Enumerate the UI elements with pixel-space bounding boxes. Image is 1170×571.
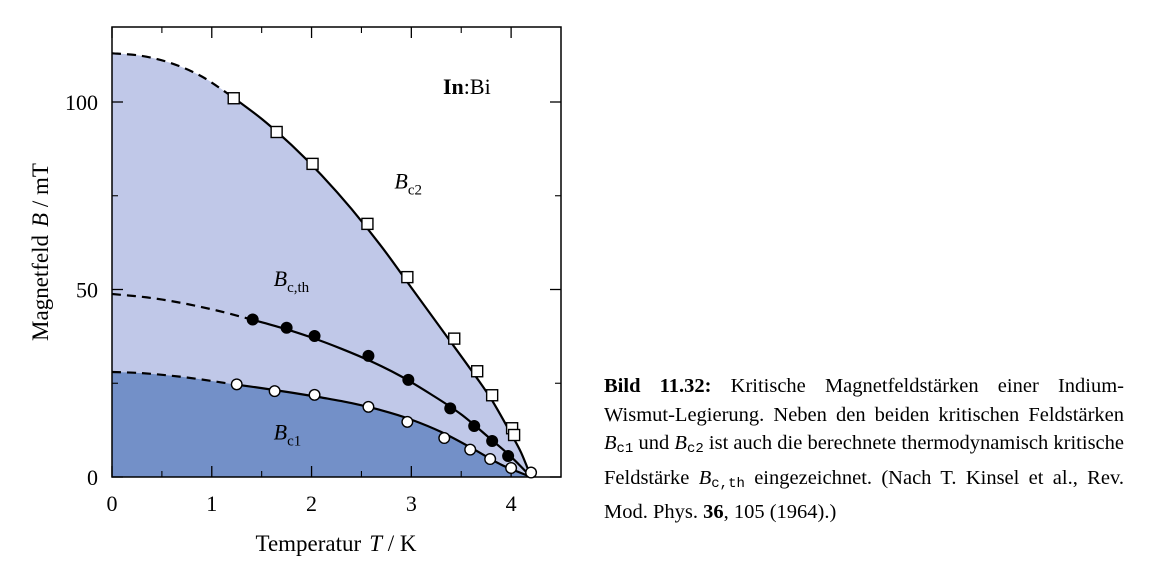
data-point-c,th — [486, 435, 499, 447]
meissner-state-region — [112, 372, 532, 477]
x-tick-label: 4 — [506, 491, 517, 516]
data-point-c1 — [438, 432, 451, 445]
data-point-c2 — [401, 270, 414, 284]
data-point-c2 — [227, 92, 240, 105]
curve-label-c,th: Bc,th — [274, 266, 310, 296]
y-tick-label: 0 — [87, 465, 98, 490]
caption-figure-number: Bild 11.32: — [604, 375, 712, 397]
data-point-c1 — [308, 388, 321, 401]
data-point-c1 — [268, 385, 281, 398]
alloy-annotation: In:Bi — [443, 74, 491, 99]
data-point-c1 — [525, 466, 538, 479]
data-point-c1 — [230, 378, 243, 391]
x-tick-label: 2 — [306, 491, 317, 516]
data-point-c,th — [402, 373, 415, 386]
figure-caption: Bild 11.32: Kritische Magnetfeldstärken … — [604, 375, 1125, 524]
mixed-state-region — [112, 53, 532, 477]
data-point-c,th — [468, 420, 481, 432]
data-point-c2 — [470, 365, 484, 378]
curve-c,th-fit — [251, 318, 532, 477]
curve-label-c1: Bc1 — [274, 420, 302, 450]
data-point-c2 — [306, 157, 319, 171]
data-point-c1 — [484, 453, 497, 466]
curve-label-c2: Bc2 — [394, 168, 422, 198]
plot-frame — [111, 26, 562, 478]
curve-c2-extrapolated — [112, 52, 233, 98]
data-point-c2 — [485, 389, 499, 402]
data-point-c2 — [270, 125, 283, 139]
curve-c1-extrapolated — [112, 370, 232, 386]
data-point-c1 — [464, 443, 477, 456]
data-point-c,th — [308, 330, 321, 342]
data-point-c,th — [280, 321, 293, 334]
y-tick-label: 100 — [65, 90, 98, 115]
data-point-c2 — [448, 332, 461, 345]
data-point-c,th — [444, 402, 457, 415]
y-tick-label: 50 — [76, 278, 98, 303]
x-tick-label: 3 — [406, 491, 417, 516]
data-point-c,th — [246, 313, 259, 326]
x-axis-title: Temperatur T / K — [256, 531, 417, 556]
x-tick-label: 1 — [206, 491, 217, 516]
data-point-c,th — [502, 450, 515, 462]
data-point-c2 — [361, 217, 374, 231]
data-point-c2 — [507, 428, 521, 442]
data-point-c1 — [401, 415, 414, 428]
data-point-c1 — [505, 462, 518, 475]
x-tick-label: 0 — [107, 491, 118, 516]
data-point-c1 — [362, 400, 375, 413]
curve-c,th-extrapolated — [112, 292, 252, 321]
data-point-c,th — [362, 349, 375, 362]
curve-c1-fit — [231, 382, 532, 477]
y-axis-title: MagnetfeldB / mT — [28, 163, 53, 341]
